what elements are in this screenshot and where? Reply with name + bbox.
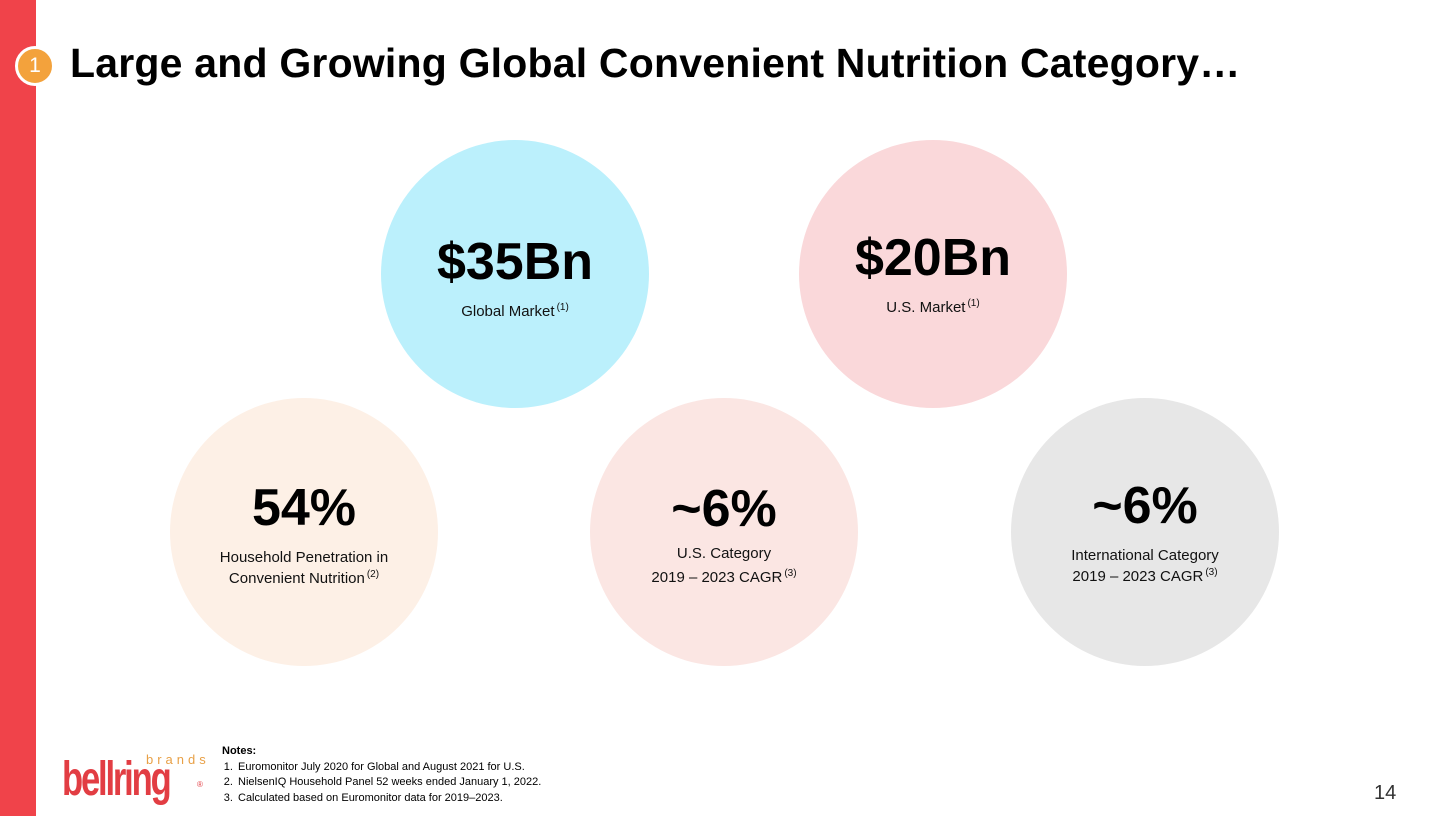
page-number: 14 [1374, 782, 1397, 804]
stat-international-category-cagr: ~6% International Category 2019 – 2023 C… [1011, 398, 1279, 666]
note-item: Calculated based on Euromonitor data for… [236, 791, 541, 807]
stat-label: Global Market (1) [381, 301, 649, 322]
notes-block: Notes: Euromonitor July 2020 for Global … [222, 744, 541, 806]
stat-global-market: $35Bn Global Market (1) [381, 140, 649, 408]
notes-list: Euromonitor July 2020 for Global and Aug… [222, 760, 541, 807]
footnote-ref: (3) [784, 568, 797, 579]
footnote-ref: (1) [967, 298, 980, 309]
stat-us-market: $20Bn U.S. Market (1) [799, 140, 1067, 408]
stat-label: U.S. Market (1) [799, 297, 1067, 318]
stat-label-line: U.S. Market [886, 299, 966, 316]
page-title: Large and Growing Global Convenient Nutr… [70, 40, 1241, 86]
stat-label-line: International Category [1071, 547, 1219, 564]
notes-title: Notes: [222, 745, 257, 757]
stat-household-penetration: 54% Household Penetration in Convenient … [170, 398, 438, 666]
stat-value: ~6% [671, 480, 777, 538]
stat-label-line: U.S. Category [676, 545, 772, 562]
footnote-ref: (1) [556, 302, 569, 313]
stat-value: $35Bn [436, 233, 594, 291]
stat-value: 54% [251, 479, 357, 537]
stat-us-category-cagr: ~6% U.S. Category 2019 – 2023 CAGR (3) [590, 398, 858, 666]
stat-label-line: Global Market [461, 303, 555, 320]
section-number-badge: 1 [15, 46, 55, 86]
stat-value: $20Bn [854, 229, 1012, 287]
logo-subtitle: brands [146, 752, 210, 767]
side-accent-bar [0, 0, 36, 816]
stat-label-line: 2019 – 2023 CAGR [651, 569, 783, 586]
footnote-ref: (2) [366, 569, 380, 580]
stat-label-line: 2019 – 2023 CAGR [1072, 568, 1204, 585]
stat-label: Household Penetration in Convenient Nutr… [170, 547, 438, 589]
logo-wordmark: bellring [62, 753, 172, 806]
logo-registered-mark: ® [197, 780, 203, 789]
bellring-brands-logo: brands bellring ® [62, 752, 212, 814]
note-item: Euromonitor July 2020 for Global and Aug… [236, 760, 541, 776]
stat-label-line: Household Penetration in [219, 549, 389, 566]
stat-label: International Category 2019 – 2023 CAGR(… [1011, 545, 1279, 587]
stat-label-line: Convenient Nutrition [228, 570, 365, 587]
footnote-ref: (3) [1205, 567, 1218, 578]
stat-value: ~6% [1092, 477, 1198, 535]
note-item: NielsenIQ Household Panel 52 weeks ended… [236, 775, 541, 791]
stat-label: U.S. Category 2019 – 2023 CAGR (3) [590, 543, 858, 588]
